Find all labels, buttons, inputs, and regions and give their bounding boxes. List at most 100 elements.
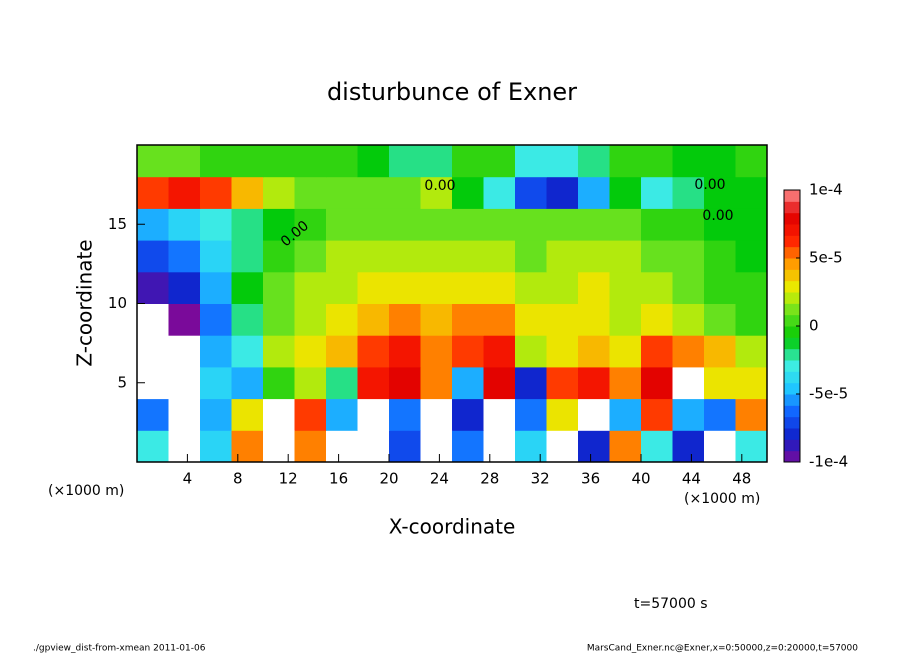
contour-label: 0.00: [694, 177, 725, 193]
x-tick-label: 16: [329, 470, 348, 488]
cell: [452, 176, 484, 209]
x-tick-label: 44: [682, 470, 701, 488]
cell: [735, 303, 768, 336]
cell: [672, 271, 705, 304]
cell: [389, 335, 421, 368]
cell: [389, 271, 421, 304]
cell: [420, 335, 453, 368]
cell: [263, 240, 295, 273]
cell: [704, 366, 736, 400]
colorbar-swatch: [784, 280, 800, 293]
cell: [326, 303, 358, 336]
cell: [389, 398, 421, 431]
cell: [137, 398, 169, 431]
cell: [735, 176, 768, 209]
cell: [515, 208, 547, 241]
cell: [231, 208, 264, 241]
cell: [168, 208, 201, 241]
colorbar-swatch: [784, 292, 800, 304]
cell: [326, 240, 358, 273]
cell: [137, 145, 169, 178]
x-tick-label: 8: [233, 470, 243, 488]
cell: [452, 145, 484, 178]
cell: [578, 176, 610, 209]
cell: [326, 335, 358, 368]
cell: [294, 208, 327, 241]
cell: [735, 366, 768, 400]
cell: [420, 366, 453, 400]
x-tick-label: 4: [183, 470, 193, 488]
colorbar-swatch: [784, 371, 800, 384]
cell: [294, 430, 327, 463]
cell: [389, 303, 421, 336]
cell: [231, 145, 264, 178]
cell: [546, 430, 579, 463]
cell: [389, 145, 421, 178]
cell: [420, 176, 453, 209]
cell: [294, 303, 327, 336]
cell: [641, 208, 673, 241]
cell: [263, 176, 295, 209]
cell: [420, 398, 453, 431]
cell: [168, 398, 201, 431]
cell: [263, 303, 295, 336]
cell: [357, 176, 390, 209]
cell: [263, 145, 295, 178]
cell: [326, 398, 358, 431]
cell: [578, 430, 610, 463]
colorbar-swatch: [784, 190, 800, 202]
footer-left: ./gpview_dist-from-xmean 2011-01-06: [33, 644, 206, 654]
cell: [231, 240, 264, 273]
cell: [578, 366, 610, 400]
cell: [420, 208, 453, 241]
cell: [515, 145, 547, 178]
cell: [452, 208, 484, 241]
chart-title: disturbunce of Exner: [327, 78, 577, 106]
cell: [200, 240, 232, 273]
cell: [609, 145, 642, 178]
cell: [546, 366, 579, 400]
colorbar-swatch: [784, 382, 800, 395]
colorbar-swatch: [784, 235, 800, 248]
cell: [515, 240, 547, 273]
cell: [546, 145, 579, 178]
cell: [137, 430, 169, 463]
cell: [704, 430, 736, 463]
cell: [357, 240, 390, 273]
cell: [641, 398, 673, 431]
cell: [452, 271, 484, 304]
cell: [357, 145, 390, 178]
colorbar-swatch: [784, 201, 800, 214]
cell: [515, 271, 547, 304]
cell: [704, 145, 736, 178]
cell: [641, 303, 673, 336]
colorbar-swatch: [784, 212, 800, 225]
cell: [672, 240, 705, 273]
annotation: t=57000 s: [634, 596, 708, 612]
cell: [704, 240, 736, 273]
cell: [452, 366, 484, 400]
cell: [609, 335, 642, 368]
cell: [326, 208, 358, 241]
cell: [609, 366, 642, 400]
cell: [546, 271, 579, 304]
cell: [200, 366, 232, 400]
cell: [546, 176, 579, 209]
cell: [200, 335, 232, 368]
cell: [420, 430, 453, 463]
cell: [546, 303, 579, 336]
cell: [137, 335, 169, 368]
cell: [420, 303, 453, 336]
cell: [452, 398, 484, 431]
cell: [452, 303, 484, 336]
footer-right: MarsCand_Exner.nc@Exner,x=0:50000,z=0:20…: [587, 644, 858, 654]
cell: [231, 366, 264, 400]
cell: [704, 335, 736, 368]
cell: [672, 430, 705, 463]
x-tick-label: 20: [379, 470, 398, 488]
cell: [326, 271, 358, 304]
cell: [546, 335, 579, 368]
cell: [609, 176, 642, 209]
contour-label: 0.00: [702, 208, 733, 224]
